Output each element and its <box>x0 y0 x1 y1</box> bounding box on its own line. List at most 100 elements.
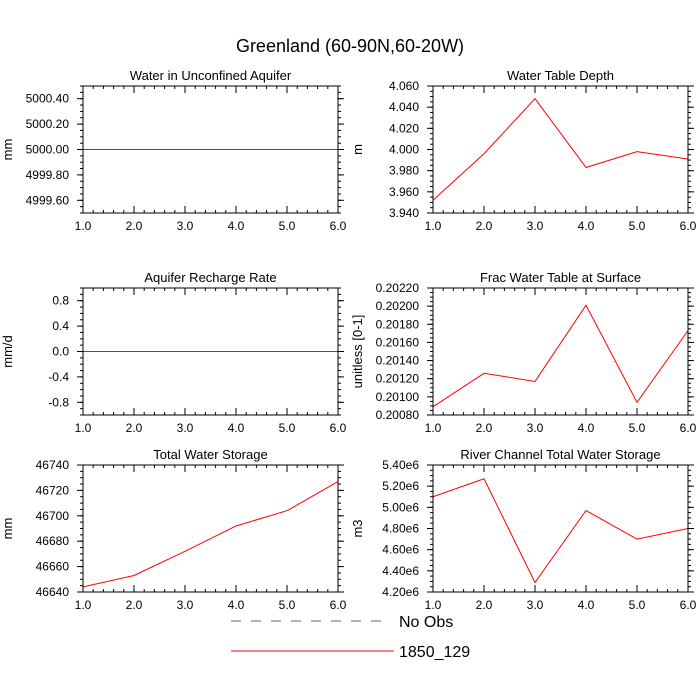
x-tick-label: 5.0 <box>279 219 296 233</box>
figure-title: Greenland (60-90N,60-20W) <box>236 36 464 56</box>
x-tick-label: 2.0 <box>126 219 143 233</box>
panel-title: Aquifer Recharge Rate <box>144 270 276 285</box>
x-tick-label: 4.0 <box>228 421 245 435</box>
y-tick-label: 5.20e6 <box>382 479 419 493</box>
y-tick-label: 0.20120 <box>376 372 420 386</box>
x-tick-label: 5.0 <box>279 421 296 435</box>
legend-label-no-obs: No Obs <box>399 614 453 631</box>
x-tick-label: 1.0 <box>75 598 92 612</box>
panel-title: Water Table Depth <box>507 68 614 83</box>
x-tick-label: 3.0 <box>527 421 544 435</box>
y-tick-label: 4.000 <box>389 143 419 157</box>
y-tick-label: 4.40e6 <box>382 564 419 578</box>
y-tick-label: 5.40e6 <box>382 458 419 472</box>
y-tick-label: 0.20200 <box>376 299 420 313</box>
x-tick-label: 1.0 <box>425 598 442 612</box>
plot-frame <box>82 287 339 416</box>
panel-title: Total Water Storage <box>153 447 267 462</box>
y-tick-label: 3.960 <box>389 185 419 199</box>
x-tick-label: 3.0 <box>177 598 194 612</box>
y-tick-label: 0.4 <box>52 319 69 333</box>
y-tick-label: 3.980 <box>389 164 419 178</box>
y-axis-label: mm <box>0 518 15 540</box>
x-tick-label: 4.0 <box>228 598 245 612</box>
y-tick-label: 4.60e6 <box>382 543 419 557</box>
panel-water-table-depth: Water Table Depth m 1.0 2.0 3.0 4.0 5.0 6.0 3.94… <box>350 68 697 233</box>
x-tick-label: 6.0 <box>680 219 697 233</box>
x-tick-label: 6.0 <box>680 598 697 612</box>
y-tick-label: 0.20160 <box>376 335 420 349</box>
y-tick-label: 5000.20 <box>26 117 70 131</box>
y-tick-label: 46720 <box>36 483 70 497</box>
x-tick-label: 2.0 <box>126 598 143 612</box>
y-tick-label: 5000.00 <box>26 143 70 157</box>
series-line-1850-129 <box>82 481 339 588</box>
series-line-1850-129 <box>432 478 689 584</box>
y-axis-label: mm <box>0 139 15 161</box>
x-tick-label: 3.0 <box>177 219 194 233</box>
y-tick-label: 0.0 <box>52 345 69 359</box>
y-tick-label: 3.940 <box>389 206 419 220</box>
y-tick-label: 4.20e6 <box>382 585 419 599</box>
x-tick-label: 1.0 <box>425 219 442 233</box>
panel-water-in-unconfined-aquifer: Water in Unconfined Aquifer mm 1.0 2.0 3.0 4.… <box>0 68 347 233</box>
panel-grid: Water in Unconfined Aquifer mm 1.0 2.0 3.0 4.… <box>0 68 697 612</box>
y-tick-label: 4999.60 <box>26 193 70 207</box>
x-tick-label: 5.0 <box>629 598 646 612</box>
y-tick-label: 46740 <box>36 458 70 472</box>
x-tick-label: 3.0 <box>527 598 544 612</box>
x-tick-label: 6.0 <box>330 219 347 233</box>
y-tick-label: 0.8 <box>52 294 69 308</box>
series-line-1850-129 <box>432 97 689 201</box>
plot-frame <box>432 85 689 214</box>
x-tick-label: 5.0 <box>629 421 646 435</box>
y-tick-label: 46680 <box>36 534 70 548</box>
y-tick-label: 5000.40 <box>26 92 70 106</box>
y-tick-label: 0.20140 <box>376 354 420 368</box>
plot-frame <box>82 85 339 214</box>
y-tick-label: -0.4 <box>48 370 69 384</box>
x-tick-label: 5.0 <box>279 598 296 612</box>
y-axis-label: unitless [0-1] <box>350 315 365 389</box>
y-tick-label: 46660 <box>36 560 70 574</box>
x-tick-label: 2.0 <box>476 219 493 233</box>
legend-label-1850-129: 1850_129 <box>399 644 470 661</box>
y-tick-label: 46700 <box>36 509 70 523</box>
legend: No Obs 1850_129 <box>231 614 470 661</box>
y-tick-label: 0.20180 <box>376 317 420 331</box>
panel-total-water-storage: Total Water Storage mm 1.0 2.0 3.0 4.0 5.0 6.0 4… <box>0 447 347 612</box>
x-tick-label: 4.0 <box>578 598 595 612</box>
y-tick-label: 4999.80 <box>26 168 70 182</box>
panel-frac-water-table-at-surface: Frac Water Table at Surface unitless [0-1… <box>350 270 697 435</box>
y-tick-label: 4.040 <box>389 100 419 114</box>
x-tick-label: 6.0 <box>680 421 697 435</box>
x-tick-label: 6.0 <box>330 421 347 435</box>
panel-river-channel-total-water-storage: River Channel Total Water Storage m3 1.0 2.… <box>350 447 697 612</box>
x-tick-label: 4.0 <box>228 219 245 233</box>
x-tick-label: 2.0 <box>126 421 143 435</box>
y-tick-label: 0.20100 <box>376 390 420 404</box>
plot-frame <box>432 287 689 416</box>
x-tick-label: 2.0 <box>476 421 493 435</box>
y-tick-label: 4.020 <box>389 121 419 135</box>
x-tick-label: 3.0 <box>527 219 544 233</box>
y-tick-label: 4.80e6 <box>382 522 419 536</box>
panel-title: Water in Unconfined Aquifer <box>130 68 292 83</box>
y-tick-label: -0.8 <box>48 395 69 409</box>
y-tick-label: 0.20080 <box>376 408 420 422</box>
plot-frame <box>82 464 339 593</box>
y-axis-label: m <box>350 144 365 155</box>
x-tick-label: 1.0 <box>75 219 92 233</box>
x-tick-label: 2.0 <box>476 598 493 612</box>
x-tick-label: 3.0 <box>177 421 194 435</box>
x-tick-label: 4.0 <box>578 421 595 435</box>
x-tick-label: 1.0 <box>425 421 442 435</box>
panel-title: River Channel Total Water Storage <box>460 447 660 462</box>
panel-aquifer-recharge-rate: Aquifer Recharge Rate mm/d 1.0 2.0 3.0 4.0 5.0… <box>0 270 347 435</box>
x-tick-label: 6.0 <box>330 598 347 612</box>
series-line-1850-129 <box>432 304 689 408</box>
plot-frame <box>432 464 689 593</box>
x-tick-label: 1.0 <box>75 421 92 435</box>
y-tick-label: 4.060 <box>389 79 419 93</box>
